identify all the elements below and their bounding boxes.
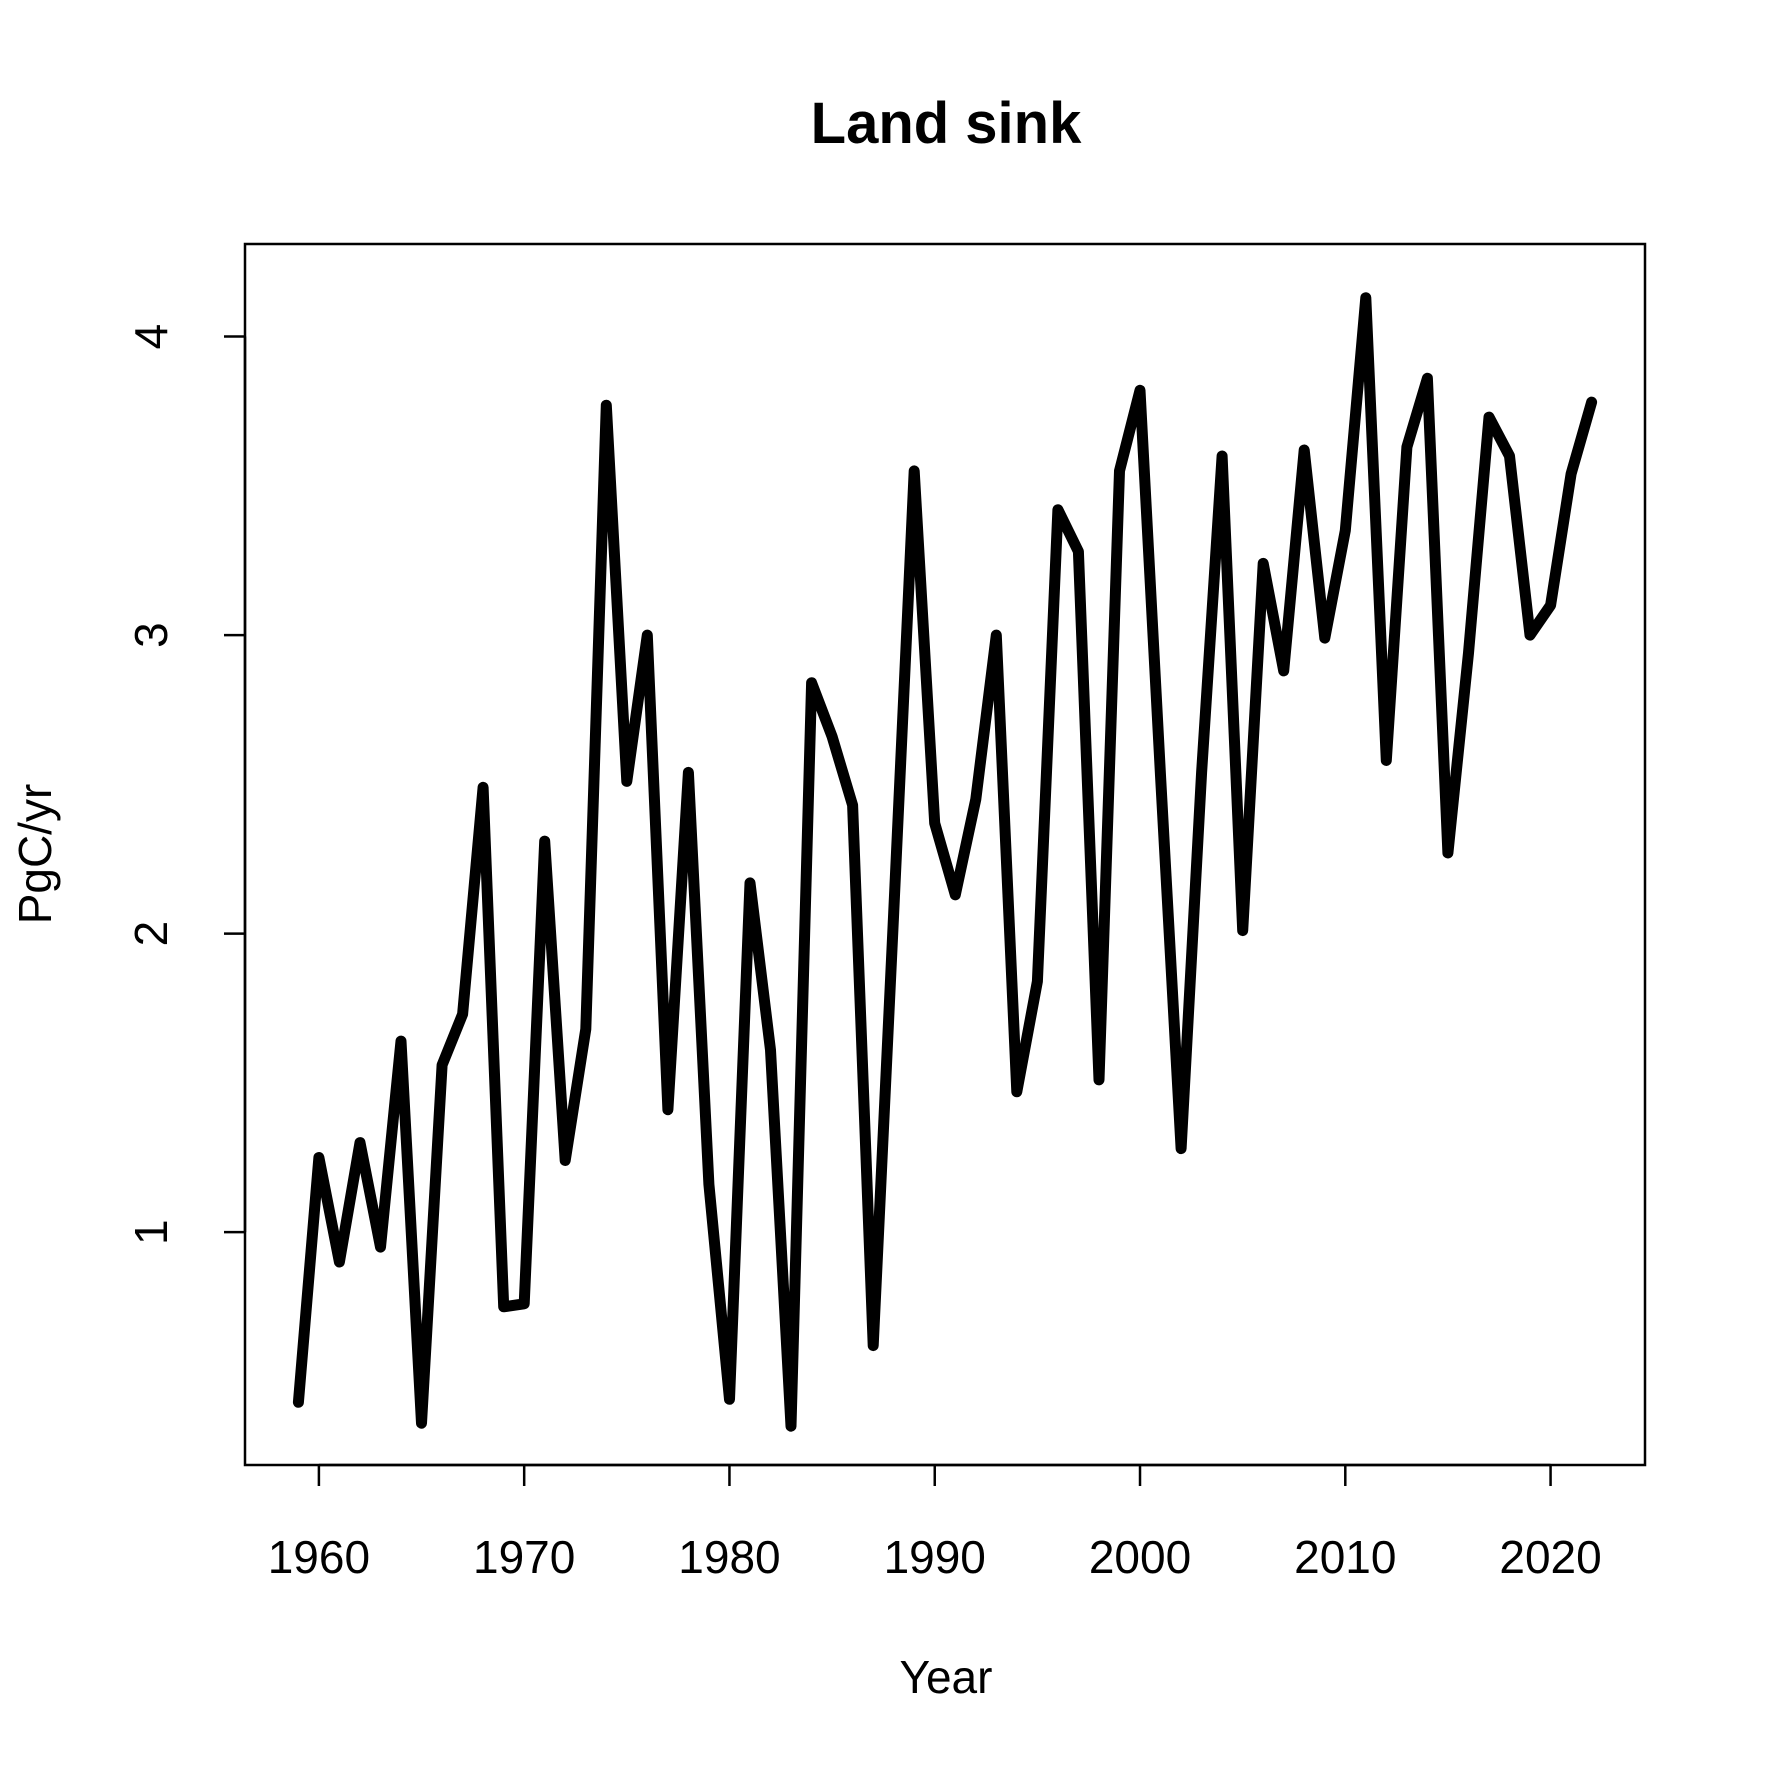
y-tick-label: 3 bbox=[125, 622, 177, 648]
series-line bbox=[292, 292, 1598, 1432]
chart-title: Land sink bbox=[811, 91, 1082, 156]
y-axis-label: PgC/yr bbox=[9, 784, 61, 925]
x-tick-label: 2000 bbox=[1089, 1531, 1191, 1583]
x-tick-label: 1970 bbox=[473, 1531, 575, 1583]
x-tick-label: 1990 bbox=[884, 1531, 986, 1583]
y-tick-label: 2 bbox=[125, 921, 177, 947]
y-axis: 1 2 3 4 bbox=[125, 324, 247, 1245]
y-tick-label: 1 bbox=[125, 1219, 177, 1245]
y-tick-label: 4 bbox=[125, 324, 177, 350]
x-axis: 1960 1970 1980 1990 2000 2010 2020 bbox=[268, 1463, 1602, 1583]
series-layer bbox=[292, 292, 1598, 1432]
x-tick-label: 2010 bbox=[1294, 1531, 1396, 1583]
x-tick-label: 1960 bbox=[268, 1531, 370, 1583]
x-tick-label: 1980 bbox=[678, 1531, 780, 1583]
x-axis-label: Year bbox=[900, 1651, 993, 1703]
x-tick-label: 2020 bbox=[1499, 1531, 1601, 1583]
